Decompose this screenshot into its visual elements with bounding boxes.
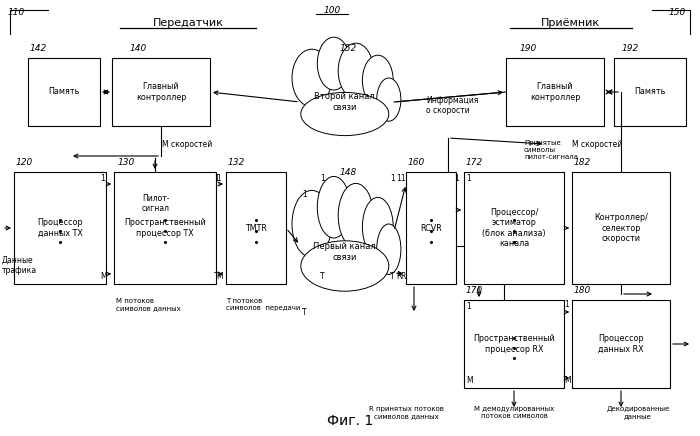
Ellipse shape xyxy=(301,92,389,136)
Ellipse shape xyxy=(317,177,350,238)
Text: T: T xyxy=(390,272,395,281)
Text: М потоков
символов данных: М потоков символов данных xyxy=(116,298,181,311)
Text: Передатчик: Передатчик xyxy=(153,18,223,28)
Ellipse shape xyxy=(377,224,401,274)
Text: T: T xyxy=(320,272,325,281)
Text: 110: 110 xyxy=(8,8,25,17)
Text: 140: 140 xyxy=(130,44,147,53)
Text: TMTR: TMTR xyxy=(245,224,267,232)
Text: Первый канал
связи: Первый канал связи xyxy=(314,242,376,262)
Bar xyxy=(572,172,670,284)
Text: 1: 1 xyxy=(320,174,325,183)
Text: Данные
трафика: Данные трафика xyxy=(2,256,37,276)
Text: 150: 150 xyxy=(668,8,686,17)
Text: М скоростей: М скоростей xyxy=(162,140,212,149)
Text: 1: 1 xyxy=(100,174,105,183)
Text: Процессор/
эстиматор
(блок анализа)
канала: Процессор/ эстиматор (блок анализа) кана… xyxy=(482,208,546,248)
Text: М демодулированных
потоков символов: М демодулированных потоков символов xyxy=(474,406,554,419)
Bar xyxy=(572,300,670,388)
Text: 132: 132 xyxy=(228,158,245,167)
Text: 152: 152 xyxy=(340,44,357,53)
Text: 100: 100 xyxy=(323,6,341,15)
Bar xyxy=(406,172,456,284)
Text: 130: 130 xyxy=(118,158,135,167)
Text: Приёмник: Приёмник xyxy=(540,18,600,28)
Bar xyxy=(28,58,100,126)
Text: М скоростей: М скоростей xyxy=(572,140,622,149)
Text: Пространственный
процессор TX: Пространственный процессор TX xyxy=(124,218,206,238)
Ellipse shape xyxy=(292,49,332,107)
Text: RCVR: RCVR xyxy=(420,224,442,232)
Text: Контроллер/
селектор
скорости: Контроллер/ селектор скорости xyxy=(594,213,648,243)
Text: T: T xyxy=(302,308,307,317)
Bar xyxy=(464,172,564,284)
Text: 192: 192 xyxy=(622,44,639,53)
Text: Пространственный
процессор RX: Пространственный процессор RX xyxy=(473,334,555,354)
Text: Фиг. 1: Фиг. 1 xyxy=(327,414,373,428)
Ellipse shape xyxy=(338,43,373,99)
Bar xyxy=(112,58,210,126)
Bar xyxy=(614,58,686,126)
Text: Принятые
символы
пилот-сигнала: Принятые символы пилот-сигнала xyxy=(524,140,578,160)
Text: T: T xyxy=(214,272,218,281)
Text: Т потоков
символов  передачи: Т потоков символов передачи xyxy=(226,298,300,311)
Text: 190: 190 xyxy=(520,44,538,53)
Text: R: R xyxy=(396,272,401,281)
Text: R: R xyxy=(400,272,405,281)
Text: M: M xyxy=(216,272,223,281)
Text: Память: Память xyxy=(634,88,666,96)
Text: Главный
контроллер: Главный контроллер xyxy=(136,82,186,102)
Text: 1: 1 xyxy=(216,174,221,183)
Text: Декодированные
данные: Декодированные данные xyxy=(606,406,670,419)
Text: 1: 1 xyxy=(400,174,405,183)
Text: 172: 172 xyxy=(466,158,483,167)
Ellipse shape xyxy=(338,184,373,248)
Text: Информация
о скорости: Информация о скорости xyxy=(426,96,478,116)
Ellipse shape xyxy=(301,241,389,291)
Text: 1: 1 xyxy=(466,302,470,311)
Text: Память: Память xyxy=(48,88,80,96)
Text: 142: 142 xyxy=(30,44,48,53)
Ellipse shape xyxy=(377,78,401,121)
Text: R принятых потоков
символов данных: R принятых потоков символов данных xyxy=(369,406,443,419)
Text: 170: 170 xyxy=(466,286,483,295)
Text: 1: 1 xyxy=(564,300,568,309)
Text: 120: 120 xyxy=(16,158,34,167)
Text: Главный
контроллер: Главный контроллер xyxy=(530,82,580,102)
Text: 182: 182 xyxy=(574,158,592,167)
Text: Процессор
данных RX: Процессор данных RX xyxy=(598,334,644,354)
Text: 1: 1 xyxy=(454,174,458,183)
Ellipse shape xyxy=(292,191,332,258)
Bar xyxy=(14,172,106,284)
Text: 1: 1 xyxy=(302,190,307,199)
Text: 160: 160 xyxy=(408,158,426,167)
Text: Процессор
данных TX: Процессор данных TX xyxy=(37,218,83,238)
Text: 1: 1 xyxy=(390,174,395,183)
Bar xyxy=(464,300,564,388)
Text: 180: 180 xyxy=(574,286,592,295)
Text: M: M xyxy=(564,376,570,385)
Ellipse shape xyxy=(317,37,350,90)
Bar xyxy=(114,172,216,284)
Text: Пилот-
сигнал: Пилот- сигнал xyxy=(142,194,170,213)
Ellipse shape xyxy=(363,198,393,256)
Ellipse shape xyxy=(363,55,393,106)
Text: M: M xyxy=(100,272,106,281)
Text: 1: 1 xyxy=(396,174,400,183)
Bar xyxy=(506,58,604,126)
Text: Второй канал
связи: Второй канал связи xyxy=(314,92,375,112)
Text: M: M xyxy=(466,376,473,385)
Text: 1: 1 xyxy=(466,174,470,183)
Text: 1: 1 xyxy=(214,174,218,183)
Bar xyxy=(226,172,286,284)
Text: 148: 148 xyxy=(340,168,357,177)
